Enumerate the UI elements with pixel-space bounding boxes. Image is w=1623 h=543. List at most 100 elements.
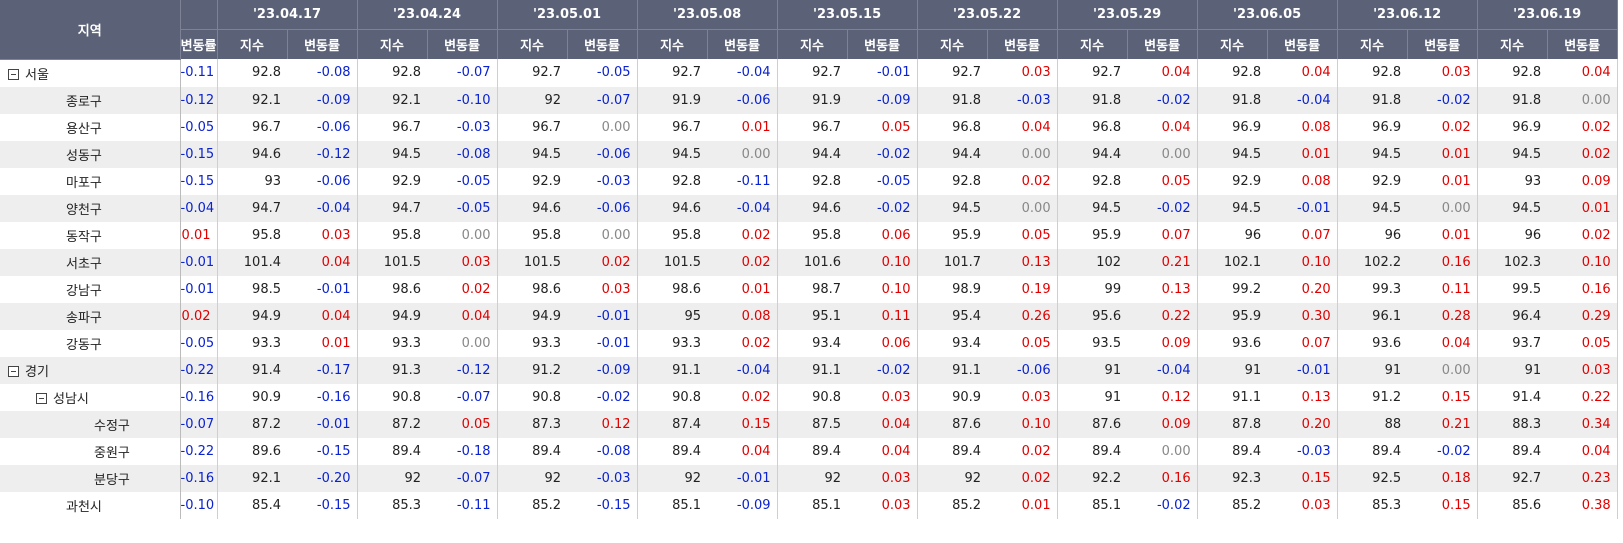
change-cell: -0.15	[180, 140, 218, 168]
index-cell: 91	[1104, 389, 1122, 405]
index-cell: 96.9	[1372, 119, 1402, 135]
region-cell: 동작구	[0, 221, 181, 249]
index-cell: 94.5	[1477, 140, 1548, 168]
week-header: '23.05.01	[497, 0, 638, 30]
change-cell: -0.11	[427, 491, 498, 519]
change-cell: 0.04	[1127, 113, 1198, 141]
index-cell: 90.8	[812, 389, 842, 405]
change-cell: 0.01	[180, 221, 218, 249]
change-cell: 0.13	[987, 248, 1058, 276]
change-cell: -0.05	[180, 113, 218, 141]
week-header: '23.05.08	[637, 0, 778, 30]
data-table: 지역 '23.04.17'23.04.24'23.05.01'23.05.08'2…	[0, 0, 1618, 519]
index-cell: 96.9	[1512, 119, 1542, 135]
index-cell: 92.9	[1232, 173, 1262, 189]
index-cell: 95.4	[917, 302, 988, 330]
index-cell: 91.1	[1232, 389, 1262, 405]
change-cell: 0.11	[847, 302, 918, 330]
index-cell: 92	[637, 464, 708, 492]
change-cell: 0.04	[287, 248, 358, 276]
region-cell: 송파구	[0, 302, 181, 330]
index-cell: 101.5	[497, 248, 568, 276]
index-cell: 92.1	[217, 86, 287, 114]
index-cell: 94.5	[357, 140, 428, 168]
region-cell: 용산구	[0, 113, 181, 141]
change-cell: 0.03	[427, 248, 498, 276]
index-cell: 92	[777, 464, 848, 492]
change-cell: 0.03	[847, 491, 918, 519]
index-cell: 93	[264, 173, 281, 189]
change-cell: 0.34	[1547, 410, 1618, 438]
region-cell: 성남시	[0, 383, 181, 411]
index-cell: 99.5	[1512, 281, 1542, 297]
index-cell: 90.8	[532, 389, 562, 405]
index-cell: 85.4	[252, 497, 281, 513]
region-cell: 중원구	[0, 437, 181, 465]
index-cell: 92.8	[952, 173, 982, 189]
change-cell: 0.04	[847, 437, 918, 465]
index-cell: 91.1	[637, 356, 708, 384]
week-header: '23.04.24	[357, 0, 498, 30]
index-cell: 96.7	[252, 119, 281, 135]
change-cell: -0.01	[1267, 194, 1338, 222]
table-row: 마포구 -0.15 93 -0.06 92.9 -0.05 92.9 -0.03 92.8 -0.…	[0, 167, 1618, 195]
index-cell: 92.2	[1057, 464, 1128, 492]
region-name: 경기	[25, 364, 49, 380]
change-header: 변동률	[707, 29, 778, 59]
change-cell: -0.22	[180, 437, 218, 465]
index-cell: 96.7	[392, 119, 422, 135]
change-cell: 0.03	[1407, 59, 1478, 87]
index-cell: 92.7	[1092, 65, 1122, 81]
index-cell: 92.9	[392, 173, 422, 189]
change-cell: 0.15	[1267, 464, 1338, 492]
change-cell: 0.05	[847, 113, 918, 141]
index-cell: 93.3	[252, 335, 281, 351]
change-cell: -0.05	[847, 167, 918, 195]
index-cell: 95.8	[252, 227, 281, 243]
change-cell: 0.01	[287, 329, 358, 357]
change-cell: -0.15	[287, 437, 358, 465]
change-cell: 0.09	[1127, 410, 1198, 438]
region-name: 과천시	[66, 499, 102, 515]
change-cell: 0.13	[1127, 275, 1198, 303]
index-cell: 87.5	[777, 410, 848, 438]
index-cell: 93.3	[672, 335, 702, 351]
region-cell: 경기	[0, 356, 181, 384]
change-cell: -0.09	[567, 356, 638, 384]
index-cell: 89.4	[1512, 443, 1542, 459]
index-cell: 88.3	[1477, 410, 1548, 438]
index-cell: 96.8	[1092, 119, 1122, 135]
index-cell: 91.8	[1477, 86, 1548, 114]
change-cell: 0.10	[987, 410, 1058, 438]
index-cell: 101.5	[357, 248, 428, 276]
index-cell: 98.5	[252, 281, 281, 297]
index-cell: 85.1	[1092, 497, 1122, 513]
region-cell: 분당구	[0, 464, 181, 492]
region-name: 종로구	[66, 94, 102, 110]
change-cell: -0.02	[847, 356, 918, 384]
index-cell: 85.2	[1232, 497, 1262, 513]
change-cell: -0.05	[427, 167, 498, 195]
change-cell: -0.05	[427, 194, 498, 222]
change-cell: 0.02	[707, 383, 778, 411]
change-cell: -0.02	[567, 383, 638, 411]
change-cell: 0.00	[987, 140, 1058, 168]
index-cell: 93.7	[1512, 335, 1542, 351]
table-row: 용산구 -0.05 96.7 -0.06 96.7 -0.03 96.7 0.00 96.7 0.…	[0, 113, 1618, 141]
region-cell: 과천시	[0, 491, 181, 519]
change-cell: -0.03	[1267, 437, 1338, 465]
change-cell: 0.00	[1127, 437, 1198, 465]
change-cell: -0.02	[1127, 491, 1198, 519]
index-cell: 90.9	[952, 389, 982, 405]
week-header: '23.06.05	[1197, 0, 1338, 30]
region-name: 수정구	[94, 418, 130, 434]
index-cell: 101.4	[217, 248, 287, 276]
region-name: 성남시	[53, 391, 89, 407]
collapse-icon	[8, 68, 19, 80]
index-cell: 91.4	[1512, 389, 1542, 405]
index-header: 지수	[497, 29, 568, 59]
change-cell: -0.07	[180, 410, 218, 438]
change-cell: 0.00	[427, 329, 498, 357]
index-cell: 91.8	[1337, 86, 1408, 114]
table-row: 분당구 -0.16 92.1 -0.20 92 -0.07 92 -0.03 92 -0.01 92…	[0, 464, 1618, 492]
